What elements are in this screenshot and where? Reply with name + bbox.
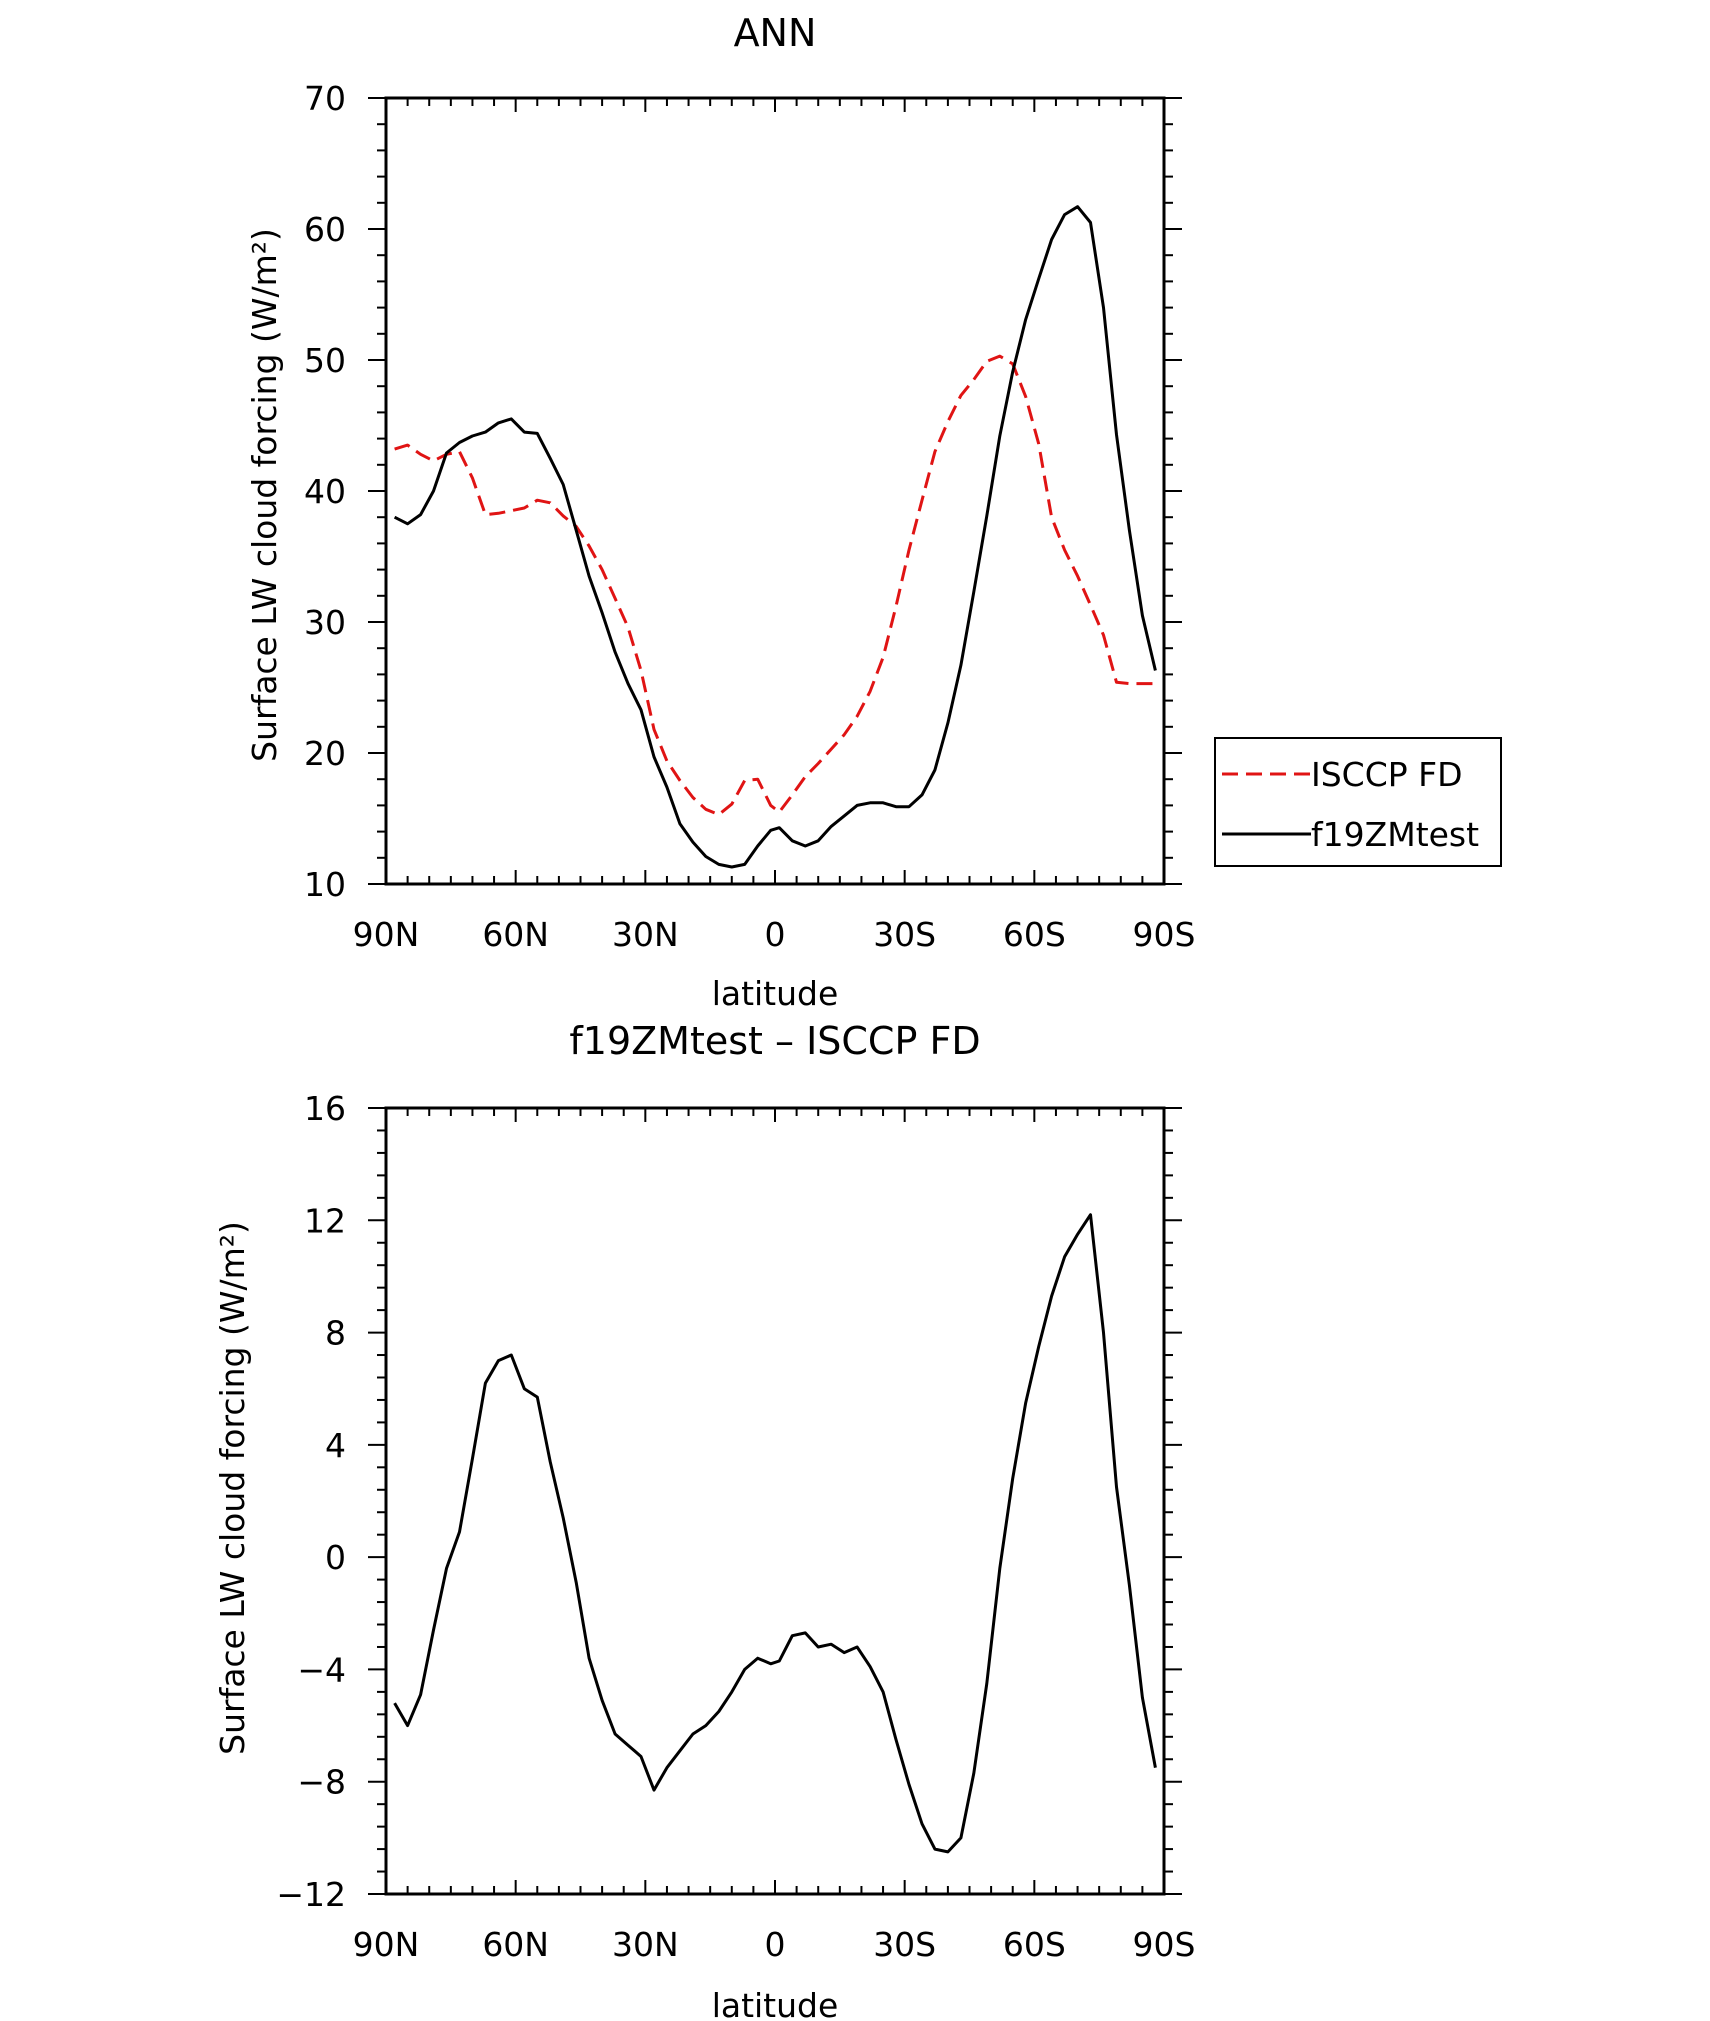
- series-line-difference: [393, 1213, 1157, 1854]
- x-tick-label: 60N: [482, 1925, 549, 1964]
- chart-title: f19ZMtest – ISCCP FD: [569, 1019, 980, 1063]
- x-tick-label: 30N: [612, 915, 679, 954]
- y-tick-label: 70: [304, 79, 346, 118]
- x-axis-title: latitude: [712, 974, 839, 1013]
- y-tick-label: 12: [304, 1201, 346, 1240]
- x-tick-label: 0: [765, 915, 786, 954]
- y-tick-label: −4: [297, 1650, 346, 1689]
- y-tick-label: −12: [276, 1875, 346, 1914]
- legend-box: [1214, 737, 1502, 867]
- series-lines: [393, 1213, 1157, 1854]
- y-tick-label: 16: [304, 1089, 346, 1128]
- x-tick-label: 60S: [1003, 1925, 1066, 1964]
- y-tick-label: 50: [304, 341, 346, 380]
- y-tick-label: 8: [325, 1314, 346, 1353]
- x-tick-label: 90N: [353, 1925, 420, 1964]
- x-tick-label: 0: [765, 1925, 786, 1964]
- series-line-isccp-fd: [394, 354, 1156, 817]
- x-tick-label: 30N: [612, 1925, 679, 1964]
- x-tick-label: 90N: [353, 915, 420, 954]
- chart-panel-annual: ANN Surface LW cloud forcing (W/m²) lati…: [245, 11, 1502, 1013]
- y-tick-label: 20: [304, 734, 346, 773]
- x-tick-label: 60N: [482, 915, 549, 954]
- series-line-f19zmtest: [393, 205, 1157, 869]
- chart-title: ANN: [734, 11, 817, 55]
- axis-ticks: 90N 60N 30N 0 30S 60S 90S −12 −8 −4 0 4 8 12 16: [276, 1089, 1195, 1964]
- x-tick-label: 90S: [1133, 915, 1196, 954]
- legend-label-f19zmtest: f19ZMtest: [1311, 815, 1479, 854]
- axis-ticks: 90N 60N 30N 0 30S 60S 90S 10 20 30 40 50 60 70: [304, 79, 1195, 954]
- y-tick-label: 30: [304, 603, 346, 642]
- legend-label-isccp: ISCCP FD: [1311, 755, 1463, 794]
- series-lines: [393, 205, 1157, 869]
- y-axis-title: Surface LW cloud forcing (W/m²): [213, 1221, 252, 1755]
- x-tick-label: 60S: [1003, 915, 1066, 954]
- y-tick-label: 0: [325, 1538, 346, 1577]
- chart-panel-difference: f19ZMtest – ISCCP FD Surface LW cloud fo…: [213, 1019, 1195, 2021]
- y-tick-label: 10: [304, 865, 346, 904]
- x-tick-label: 30S: [873, 915, 936, 954]
- x-axis-title: latitude: [712, 1986, 839, 2021]
- y-tick-label: 4: [325, 1426, 346, 1465]
- legend: ISCCP FD f19ZMtest: [1214, 737, 1502, 867]
- x-tick-label: 90S: [1133, 1925, 1196, 1964]
- plot-frame: [384, 96, 1166, 886]
- y-tick-label: −8: [297, 1763, 346, 1802]
- y-axis-title: Surface LW cloud forcing (W/m²): [245, 228, 284, 762]
- x-tick-label: 30S: [873, 1925, 936, 1964]
- plot-frame: [384, 1106, 1166, 1896]
- y-tick-label: 40: [304, 472, 346, 511]
- y-tick-label: 60: [304, 210, 346, 249]
